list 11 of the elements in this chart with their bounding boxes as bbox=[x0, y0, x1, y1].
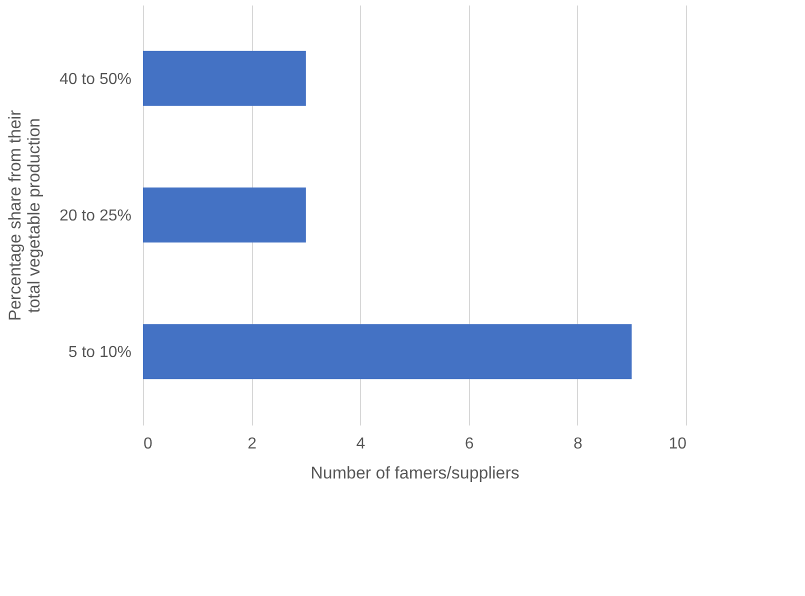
y-tick-label: 20 to 25% bbox=[59, 208, 132, 224]
x-tick-label: 6 bbox=[464, 436, 474, 452]
x-tick-label: 10 bbox=[668, 436, 687, 452]
x-tick-label: 4 bbox=[356, 436, 366, 452]
y-tick-label: 40 to 50% bbox=[59, 70, 132, 88]
x-tick-label: 2 bbox=[248, 436, 257, 452]
x-tick-label: 0 bbox=[144, 436, 152, 452]
y-tick-label: 5 to 10% bbox=[68, 344, 132, 362]
x-axis-title: Number of famers/suppliers bbox=[310, 464, 520, 482]
x-tick-label: 8 bbox=[573, 436, 582, 452]
y-axis-title: Percentage share from their total vegetable production bbox=[5, 110, 44, 321]
